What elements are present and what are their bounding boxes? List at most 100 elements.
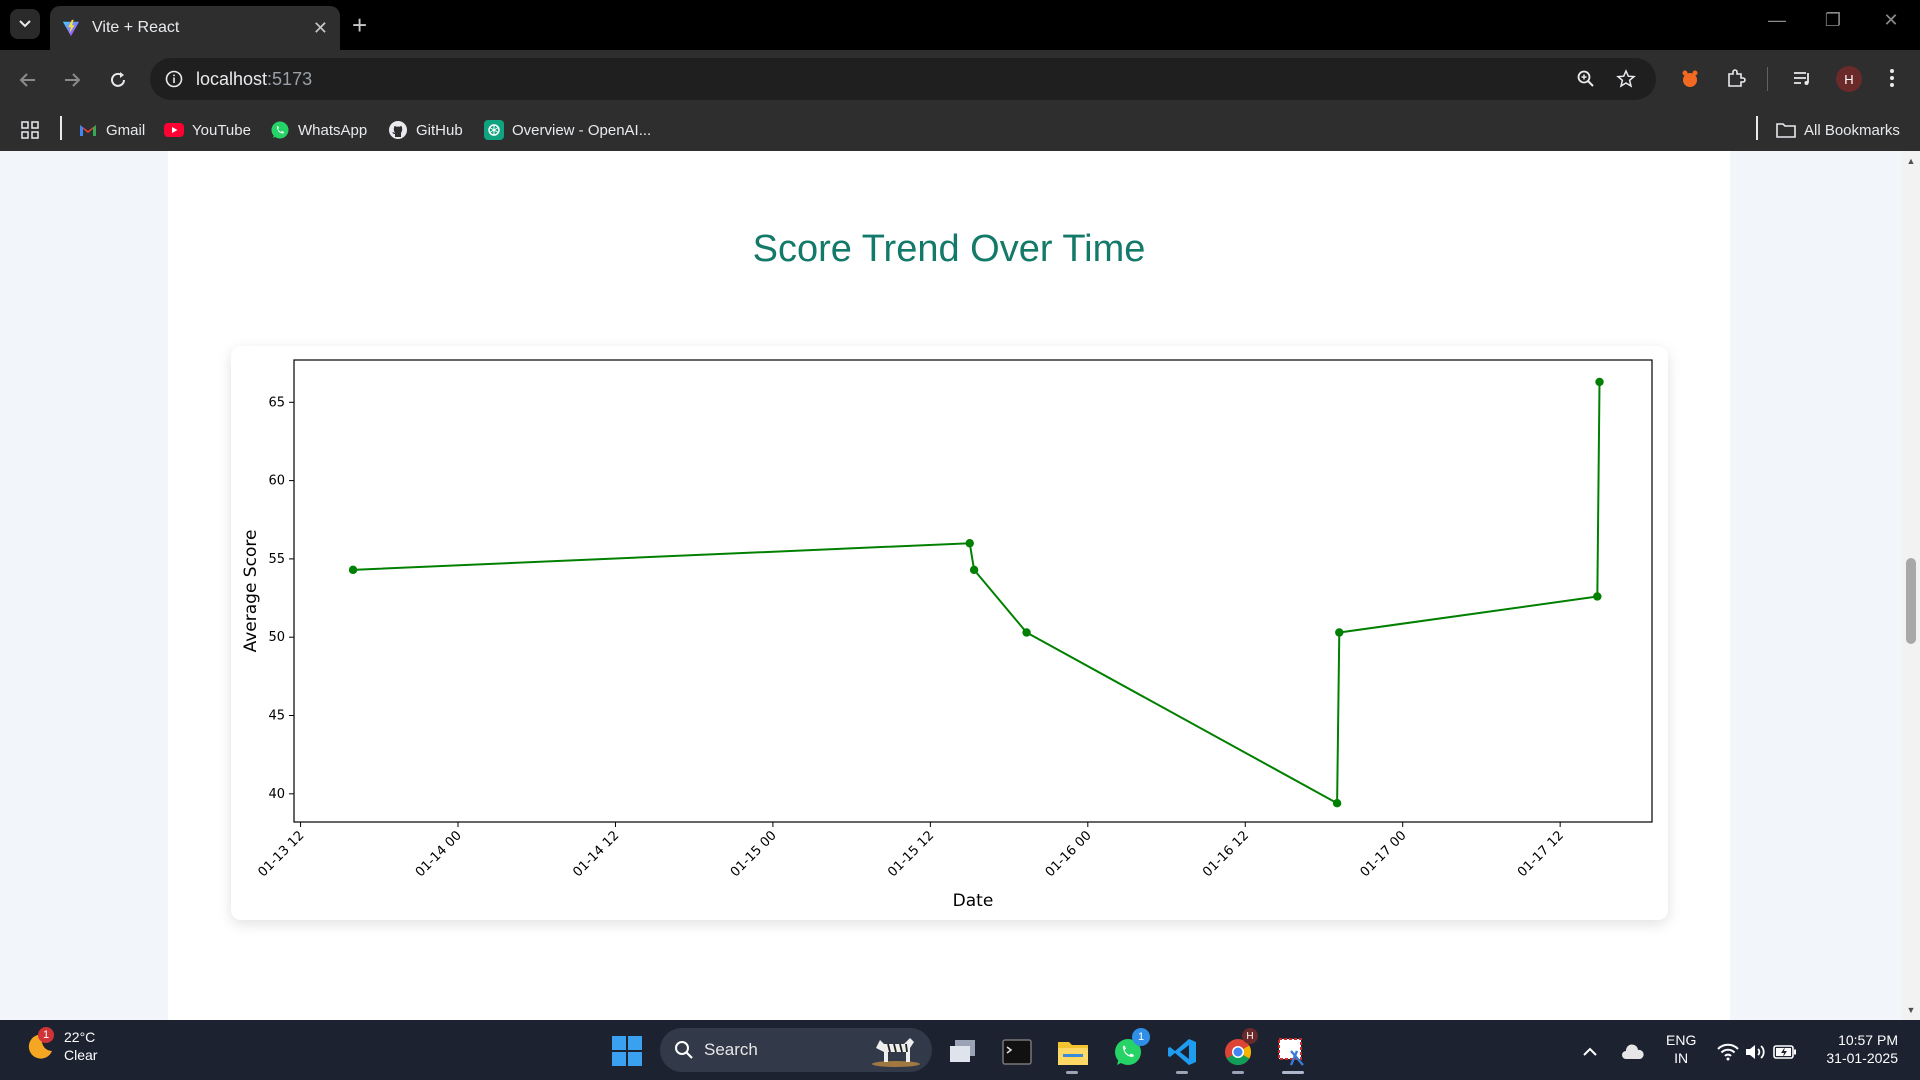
- terminal-icon[interactable]: [999, 1034, 1035, 1070]
- show-hidden-icons-chevron-icon[interactable]: [1576, 1038, 1604, 1066]
- weather-widget[interactable]: 1 22°C Clear: [22, 1027, 98, 1064]
- x-tick-label: 01-15 00: [728, 828, 780, 880]
- system-clock[interactable]: 10:57 PM 31-01-2025: [1808, 1031, 1898, 1067]
- bookmark-gmail[interactable]: Gmail: [78, 118, 145, 142]
- window-close-icon[interactable]: ✕: [1883, 10, 1899, 30]
- address-bar[interactable]: localhost:5173: [150, 58, 1656, 100]
- zebra-search-highlight-icon: [872, 1038, 920, 1067]
- file-explorer-icon[interactable]: [1055, 1034, 1091, 1070]
- extension-icon[interactable]: [1676, 64, 1704, 92]
- apps-grid-icon[interactable]: [20, 118, 40, 142]
- tab-search-button[interactable]: [10, 9, 40, 39]
- search-label: Search: [704, 1040, 758, 1059]
- x-tick-label: 01-13 12: [255, 828, 307, 880]
- battery-icon[interactable]: [1770, 1038, 1800, 1066]
- y-tick-label: 55: [268, 552, 285, 567]
- chrome-profile-badge: H: [1242, 1028, 1258, 1044]
- data-point: [1335, 628, 1344, 637]
- weather-badge: 1: [38, 1027, 54, 1043]
- site-info-icon[interactable]: [162, 67, 186, 91]
- whatsapp-taskbar-icon[interactable]: 1: [1110, 1028, 1150, 1070]
- data-point: [965, 539, 974, 548]
- y-axis-label: Average Score: [241, 530, 261, 653]
- x-tick-label: 01-14 12: [570, 828, 622, 880]
- bookmark-whatsapp[interactable]: WhatsApp: [270, 118, 367, 142]
- vscode-indicator: [1176, 1071, 1188, 1074]
- minimize-icon[interactable]: —: [1768, 10, 1786, 30]
- chrome-indicator: [1232, 1071, 1244, 1074]
- bookmark-label: WhatsApp: [298, 121, 368, 139]
- wifi-icon[interactable]: [1714, 1038, 1742, 1066]
- vscode-icon[interactable]: [1164, 1034, 1200, 1070]
- x-tick-label: 01-16 12: [1200, 828, 1252, 880]
- windows-start-icon[interactable]: [612, 1036, 642, 1071]
- bookmark-github[interactable]: GitHub: [388, 118, 463, 142]
- y-tick-label: 45: [268, 709, 285, 724]
- bookmark-label: YouTube: [192, 121, 251, 139]
- folder-icon: [1776, 120, 1796, 140]
- clock-date: 31-01-2025: [1826, 1050, 1898, 1066]
- active-tab[interactable]: Vite + React ✕: [50, 6, 340, 50]
- weather-desc: Clear: [64, 1047, 98, 1063]
- snipping-tool-icon[interactable]: [1274, 1034, 1310, 1070]
- x-tick-label: 01-17 00: [1358, 828, 1410, 880]
- data-point: [1022, 628, 1031, 637]
- onedrive-cloud-icon[interactable]: [1618, 1038, 1648, 1066]
- data-point: [1332, 799, 1342, 808]
- page-viewport: Score Trend Over Time 40 45 50 55 60 65 01-13 …: [0, 151, 1902, 1020]
- bookmark-label: Overview - OpenAI...: [512, 121, 652, 139]
- all-bookmarks-button[interactable]: All Bookmarks: [1776, 118, 1900, 142]
- url-text[interactable]: localhost:5173: [196, 69, 312, 90]
- close-tab-icon[interactable]: ✕: [312, 17, 328, 38]
- restore-icon[interactable]: ❐: [1824, 10, 1842, 30]
- weather-temp: 22°C: [64, 1029, 96, 1045]
- clock-time: 10:57 PM: [1838, 1032, 1898, 1048]
- content-card: Score Trend Over Time 40 45 50 55 60 65 01-13 …: [168, 151, 1730, 1020]
- toolbar-divider: [1767, 67, 1768, 91]
- data-point: [1593, 592, 1602, 601]
- score-trend-chart: 40 45 50 55 60 65 01-13 12 01-14 00 01-14 12 01-1…: [241, 359, 1653, 911]
- back-icon[interactable]: [12, 64, 44, 96]
- task-view-icon[interactable]: [945, 1034, 981, 1070]
- snipping-tool-indicator: [1282, 1071, 1304, 1074]
- bookmark-star-icon[interactable]: [1614, 67, 1638, 91]
- all-bookmarks-label: All Bookmarks: [1804, 121, 1900, 139]
- x-tick-label: 01-14 00: [413, 828, 465, 880]
- series-line: [353, 381, 1601, 805]
- youtube-icon: [164, 120, 184, 140]
- forward-icon[interactable]: [56, 64, 88, 96]
- bookmark-label: Gmail: [106, 121, 146, 139]
- language-indicator[interactable]: ENG IN: [1666, 1031, 1696, 1067]
- page-scrollbar[interactable]: ▲ ▼: [1902, 151, 1920, 1020]
- data-point: [1595, 377, 1604, 387]
- scroll-up-icon[interactable]: ▲: [1906, 156, 1916, 166]
- new-tab-button[interactable]: +: [352, 10, 368, 40]
- bookmark-openai[interactable]: Overview - OpenAI...: [484, 118, 651, 142]
- bookmarks-divider-right: [1756, 116, 1758, 140]
- x-axis-label: Date: [953, 891, 994, 911]
- x-tick-label: 01-17 12: [1515, 828, 1567, 880]
- vite-icon: [62, 19, 80, 37]
- reload-icon[interactable]: [102, 64, 134, 96]
- chrome-icon[interactable]: H: [1220, 1028, 1258, 1070]
- bookmark-youtube[interactable]: YouTube: [164, 118, 251, 142]
- moon-icon: 1: [22, 1027, 56, 1063]
- x-tick-label: 01-16 00: [1043, 828, 1095, 880]
- more-menu-icon[interactable]: [1878, 64, 1906, 92]
- search-icon: [675, 1041, 693, 1059]
- file-explorer-indicator: [1066, 1071, 1078, 1074]
- tab-strip: Vite + React ✕ + — ❐ ✕: [0, 0, 1920, 50]
- taskbar-search[interactable]: Search: [660, 1028, 932, 1072]
- url-host: localhost: [196, 68, 268, 89]
- media-control-icon[interactable]: [1788, 64, 1816, 92]
- plot-frame: [293, 359, 1653, 823]
- tab-title: Vite + React: [92, 19, 180, 36]
- whatsapp-icon: [270, 120, 290, 140]
- zoom-icon[interactable]: [1574, 67, 1598, 91]
- x-tick-label: 01-15 12: [885, 828, 937, 880]
- extensions-puzzle-icon[interactable]: [1722, 64, 1750, 92]
- profile-avatar[interactable]: H: [1836, 66, 1862, 92]
- volume-icon[interactable]: [1742, 1038, 1770, 1066]
- scroll-thumb[interactable]: [1906, 558, 1916, 644]
- scroll-down-icon[interactable]: ▼: [1906, 1005, 1916, 1015]
